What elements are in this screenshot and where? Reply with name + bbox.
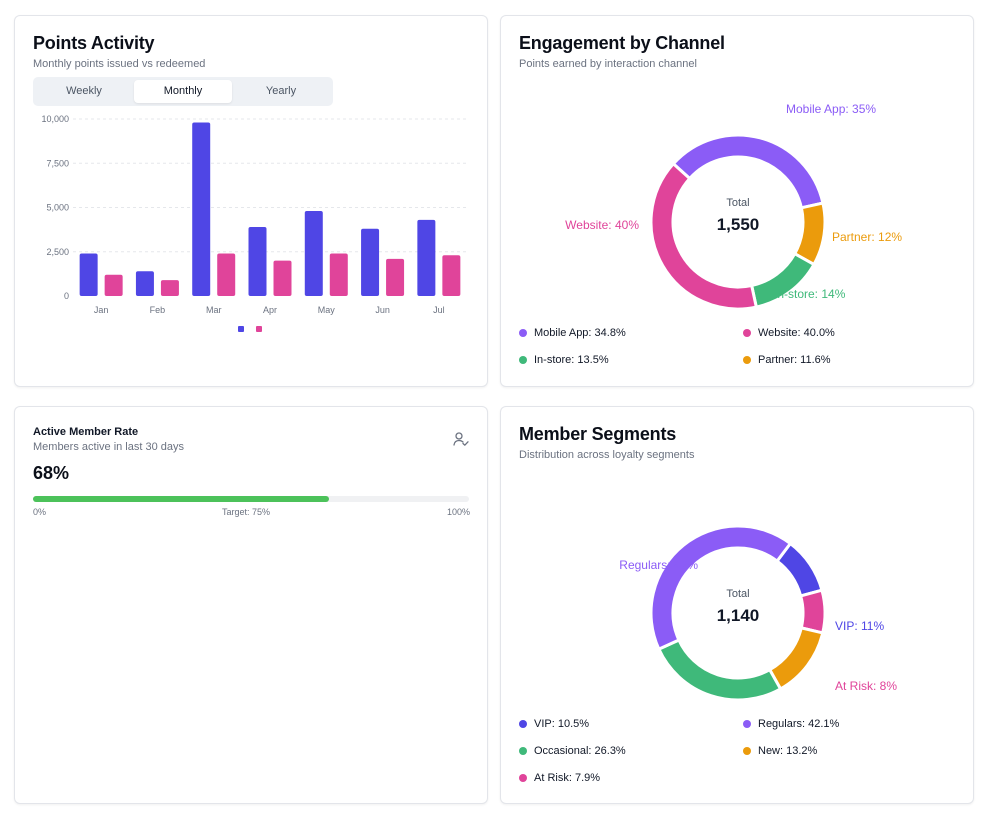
legend-swatch-series-2	[256, 326, 262, 332]
y-tick-label: 10,000	[41, 114, 69, 124]
legend-dot	[743, 720, 751, 728]
tab-monthly[interactable]: Monthly	[134, 80, 232, 103]
points-bar-chart: 0 2,500 5,000 7,500 10,000 Jan Feb Mar Apr May Jun…	[41, 114, 467, 332]
active-member-card: Active Member Rate Members active in las…	[14, 406, 488, 804]
segments-donut-chart: VIP: 11%At Risk: 8%New: 13%Occasional: 2…	[619, 524, 897, 702]
x-tick-label: Feb	[150, 305, 166, 315]
tab-yearly[interactable]: Yearly	[265, 85, 297, 97]
slice-label-website: Website: 40%	[565, 218, 639, 232]
engagement-donut-chart: Mobile App: 35% Partner: 12% In-store: 14%…	[565, 102, 902, 311]
legend-label: New: 13.2%	[758, 745, 818, 757]
y-tick-label: 7,500	[46, 158, 69, 168]
legend-dot	[519, 356, 527, 364]
user-check-icon	[453, 431, 469, 452]
y-tick-label: 0	[64, 291, 69, 301]
slice-label-in-store: In-store: 14%	[774, 287, 846, 301]
tab-weekly[interactable]: Weekly	[66, 85, 102, 97]
x-tick-label: May	[318, 305, 336, 315]
bar-feb-series-2	[160, 280, 179, 296]
slice-label-partner: Partner: 12%	[832, 230, 902, 244]
active-rate-title: Active Member Rate	[33, 426, 139, 438]
legend-label: VIP: 10.5%	[534, 718, 590, 730]
active-rate-progress-fill	[33, 496, 330, 502]
legend-item-new: New: 13.2%	[743, 745, 817, 757]
donut-total-label: Total	[726, 197, 749, 209]
legend-label: Regulars: 42.1%	[758, 718, 840, 730]
legend-item-in-store: In-store: 13.5%	[519, 354, 609, 366]
legend-item-partner: Partner: 11.6%	[743, 354, 831, 366]
progress-target-label: Target: 75%	[222, 507, 271, 517]
y-tick-label: 2,500	[46, 247, 69, 257]
bar-apr-series-2	[273, 260, 292, 296]
progress-max-label: 100%	[447, 507, 471, 517]
legend-label: Website: 40.0%	[758, 327, 835, 339]
legend-swatch-series-1	[238, 326, 244, 332]
bar-may-series-2	[329, 253, 348, 296]
bar-apr-series-1	[248, 226, 267, 296]
legend-label: Mobile App: 34.8%	[534, 327, 626, 339]
member-segments-card: Member Segments Distribution across loya…	[500, 406, 974, 804]
donut-total-value: 1,550	[717, 215, 760, 234]
slice-occasional	[657, 638, 782, 702]
bar-mar-series-2	[217, 253, 236, 296]
legend-dot	[743, 356, 751, 364]
legend-item-website: Website: 40.0%	[743, 327, 835, 339]
slice-label-regulars: Regulars: 42%	[619, 558, 698, 572]
legend-dot	[519, 720, 527, 728]
legend-item-vip: VIP: 10.5%	[519, 718, 589, 730]
segments-subtitle: Distribution across loyalty segments	[519, 449, 695, 461]
legend-item-at-risk: At Risk: 7.9%	[519, 772, 600, 784]
slice-new	[768, 626, 825, 691]
slice-label-at-risk: At Risk: 8%	[835, 679, 897, 693]
legend-dot	[519, 747, 527, 755]
active-rate-value: 68%	[33, 463, 70, 483]
legend-item-occasional: Occasional: 26.3%	[519, 745, 626, 757]
bar-may-series-1	[304, 211, 323, 296]
legend-dot	[743, 329, 751, 337]
legend-item-mobile-app: Mobile App: 34.8%	[519, 327, 626, 339]
legend-dot	[519, 329, 527, 337]
legend-label: Occasional: 26.3%	[534, 745, 626, 757]
engagement-subtitle: Points earned by interaction channel	[519, 58, 697, 70]
x-tick-label: Jul	[433, 305, 445, 315]
bar-jan-series-2	[104, 274, 123, 296]
legend-dot	[519, 774, 527, 782]
legend-label: At Risk: 7.9%	[534, 772, 601, 784]
engagement-title: Engagement by Channel	[519, 33, 725, 53]
bar-jun-series-1	[361, 228, 380, 296]
points-activity-subtitle: Monthly points issued vs redeemed	[33, 58, 206, 70]
slice-label-mobile-app: Mobile App: 35%	[786, 102, 876, 116]
period-tabs: Weekly Monthly Yearly	[33, 77, 333, 106]
points-activity-title: Points Activity	[33, 33, 155, 53]
bar-feb-series-1	[135, 271, 154, 296]
slice-regulars	[649, 524, 792, 651]
engagement-card: Engagement by Channel Points earned by i…	[500, 15, 974, 387]
x-tick-label: Apr	[263, 305, 277, 315]
segments-title: Member Segments	[519, 424, 677, 444]
bar-jul-series-1	[417, 219, 436, 296]
donut-total-value: 1,140	[717, 606, 760, 625]
points-activity-card: Points Activity Monthly points issued vs…	[14, 15, 488, 387]
donut-total-label: Total	[726, 588, 749, 600]
bar-jul-series-2	[442, 255, 461, 296]
legend-dot	[743, 747, 751, 755]
legend-label: In-store: 13.5%	[534, 354, 609, 366]
slice-website	[649, 162, 758, 311]
bar-jun-series-2	[386, 258, 405, 296]
bar-jan-series-1	[79, 253, 98, 296]
legend-label: Partner: 11.6%	[758, 354, 831, 366]
progress-min-label: 0%	[33, 507, 47, 517]
active-rate-subtitle: Members active in last 30 days	[33, 441, 185, 453]
legend-item-regulars: Regulars: 42.1%	[743, 718, 839, 730]
bar-mar-series-1	[192, 122, 211, 296]
x-tick-label: Jun	[375, 305, 390, 315]
x-tick-label: Jan	[94, 305, 109, 315]
active-rate-progress-track	[33, 496, 469, 502]
x-tick-label: Mar	[206, 305, 222, 315]
y-tick-label: 5,000	[46, 203, 69, 213]
slice-label-vip: VIP: 11%	[835, 619, 884, 633]
slice-at-risk	[799, 588, 827, 635]
